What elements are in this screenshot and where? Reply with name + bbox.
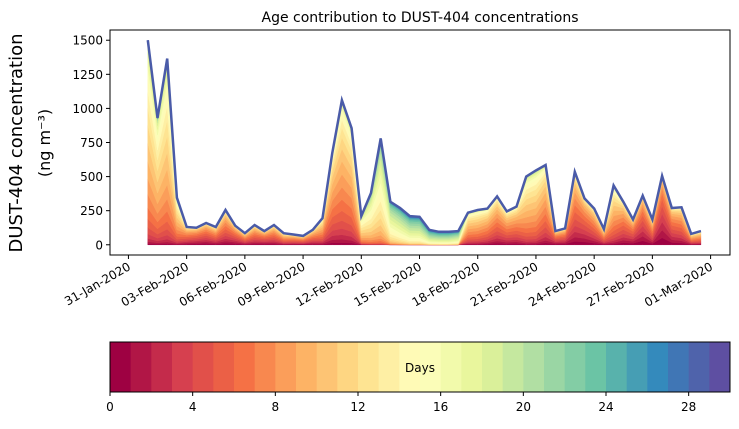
y-tick-label: 750 bbox=[80, 136, 103, 150]
colorbar-bin-15 bbox=[420, 342, 442, 392]
colorbar-bin-18 bbox=[482, 342, 504, 392]
colorbar-tick-label: 12 bbox=[350, 400, 365, 414]
colorbar-bin-8 bbox=[275, 342, 297, 392]
colorbar-tick-label: 20 bbox=[516, 400, 531, 414]
y-ticks: 0 250 500 750 1000 1250 1500 bbox=[72, 34, 110, 252]
colorbar-bin-17 bbox=[461, 342, 483, 392]
colorbar-bin-12 bbox=[358, 342, 380, 392]
y-tick-label: 1500 bbox=[72, 34, 103, 48]
colorbar-bin-24 bbox=[606, 342, 628, 392]
colorbar-bin-13 bbox=[378, 342, 400, 392]
colorbar-bin-0 bbox=[110, 342, 132, 392]
y-axis-label-line1: DUST-404 concentration bbox=[6, 33, 27, 252]
total-outline bbox=[146, 40, 702, 238]
colorbar-tick-label: 16 bbox=[433, 400, 448, 414]
y-tick-label: 0 bbox=[95, 238, 103, 252]
colorbar-bin-27 bbox=[668, 342, 690, 392]
colorbar-bin-5 bbox=[213, 342, 235, 392]
colorbar-bin-23 bbox=[585, 342, 607, 392]
y-tick-label: 1000 bbox=[72, 102, 103, 116]
colorbar-bin-9 bbox=[296, 342, 318, 392]
colorbar-bin-25 bbox=[626, 342, 648, 392]
colorbar-bin-10 bbox=[316, 342, 338, 392]
colorbar-bin-29 bbox=[709, 342, 731, 392]
colorbar-bin-22 bbox=[564, 342, 586, 392]
y-axis-label: DUST-404 concentration (ng m⁻³) bbox=[6, 33, 54, 252]
colorbar-label: Days bbox=[405, 361, 435, 375]
colorbar-bin-4 bbox=[192, 342, 214, 392]
colorbar-bin-1 bbox=[130, 342, 152, 392]
colorbar bbox=[109, 341, 731, 393]
colorbar-tick-label: 28 bbox=[681, 400, 696, 414]
colorbar-ticks: 0 4 8 12 16 20 24 28 bbox=[106, 392, 696, 414]
colorbar-bin-2 bbox=[151, 342, 173, 392]
chart-title: Age contribution to DUST-404 concentrati… bbox=[262, 10, 579, 26]
y-axis-label-line2: (ng m⁻³) bbox=[35, 109, 54, 177]
y-tick-label: 1250 bbox=[72, 68, 103, 82]
colorbar-bin-6 bbox=[234, 342, 256, 392]
colorbar-frame bbox=[109, 341, 731, 393]
y-tick-label: 500 bbox=[80, 170, 103, 184]
colorbar-bin-3 bbox=[172, 342, 194, 392]
colorbar-tick-label: 0 bbox=[106, 400, 114, 414]
colorbar-tick-label: 24 bbox=[598, 400, 613, 414]
colorbar-bin-14 bbox=[399, 342, 421, 392]
colorbar-tick-label: 8 bbox=[272, 400, 280, 414]
x-ticks: 31-Jan-202003-Feb-202006-Feb-202009-Feb-… bbox=[62, 255, 715, 310]
stacked-areas bbox=[147, 40, 702, 246]
colorbar-bin-7 bbox=[254, 342, 276, 392]
colorbar-bin-20 bbox=[523, 342, 545, 392]
colorbar-tick-label: 4 bbox=[189, 400, 197, 414]
colorbar-bin-26 bbox=[647, 342, 669, 392]
colorbar-bin-19 bbox=[502, 342, 524, 392]
y-tick-label: 250 bbox=[80, 204, 103, 218]
colorbar-bin-16 bbox=[440, 342, 462, 392]
colorbar-bin-11 bbox=[337, 342, 359, 392]
colorbar-bin-28 bbox=[688, 342, 710, 392]
colorbar-bin-21 bbox=[544, 342, 566, 392]
